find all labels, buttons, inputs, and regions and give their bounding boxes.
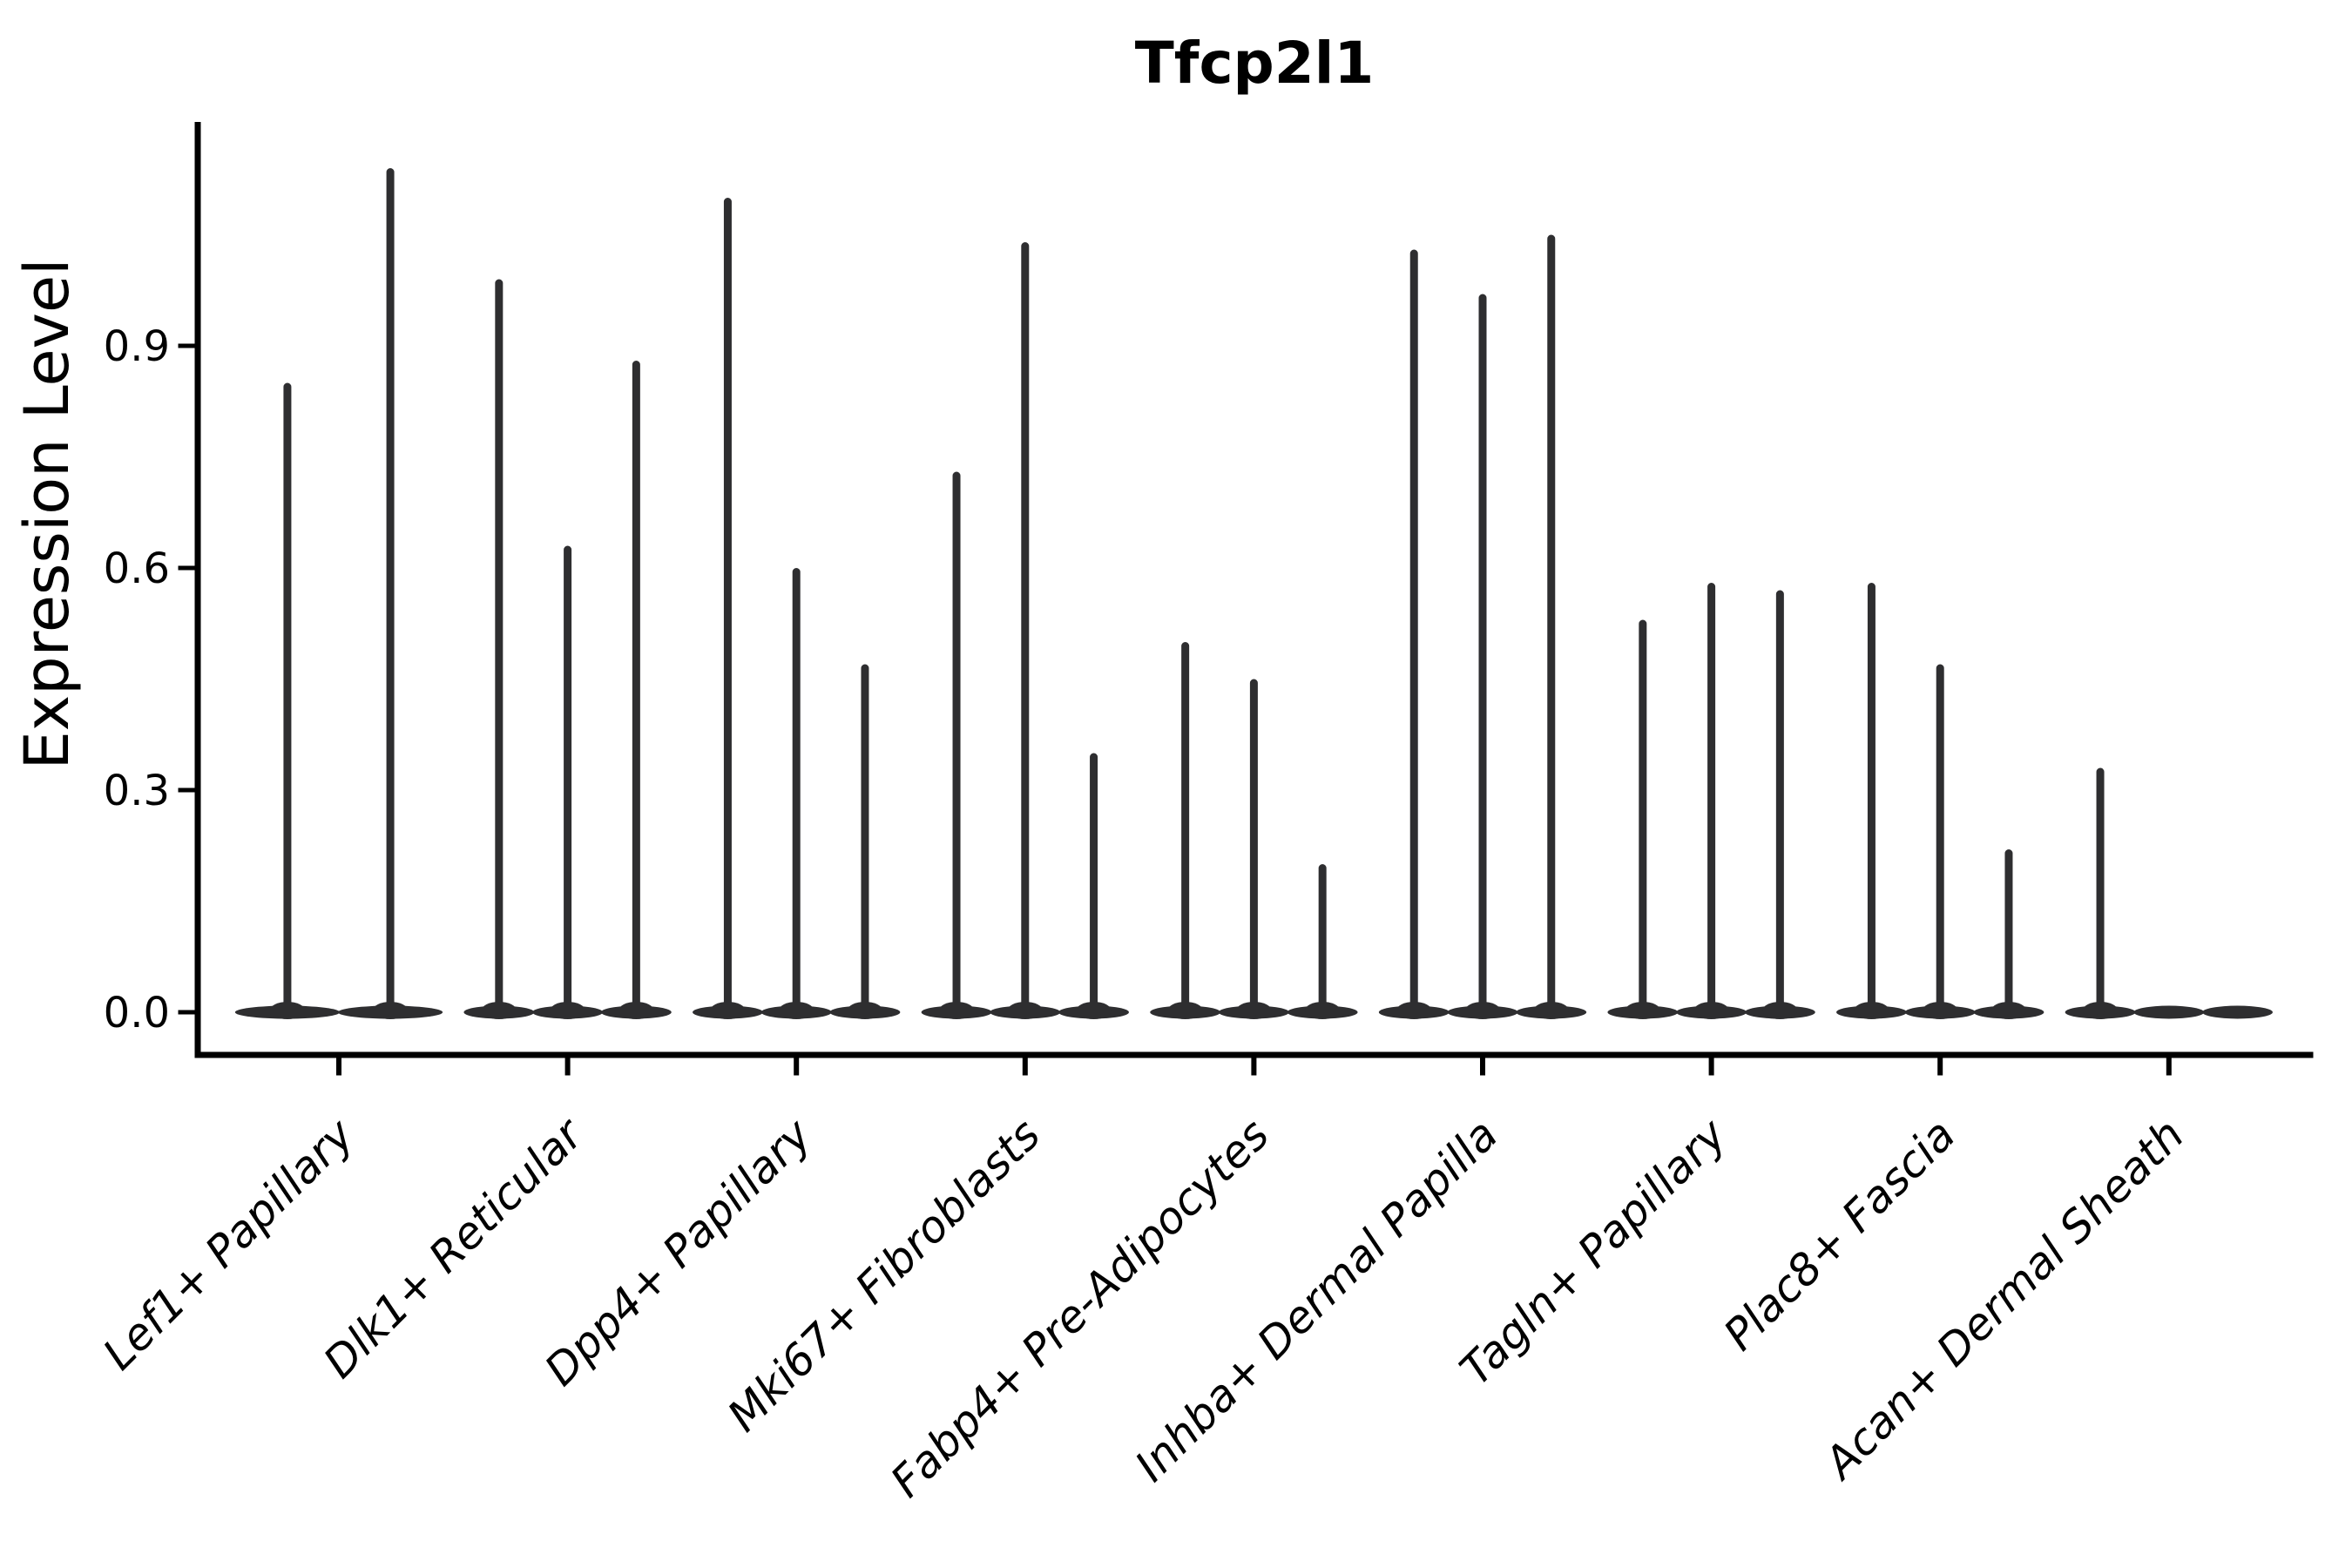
violin-spike: [632, 361, 640, 1016]
y-tick-label: 0.6: [104, 544, 170, 593]
violin-spike: [792, 568, 801, 1016]
y-tick-label: 0.0: [104, 989, 170, 1037]
x-tick-mark: [1251, 1058, 1257, 1076]
violin-spike: [1775, 590, 1784, 1016]
x-tick-mark: [1022, 1058, 1028, 1076]
violin-group: [2065, 767, 2273, 1019]
y-tick-mark: [178, 343, 195, 348]
x-tick-mark: [1480, 1058, 1485, 1076]
violin-spike: [1936, 664, 1944, 1016]
y-tick-mark: [178, 1010, 195, 1015]
violin-spike: [2004, 849, 2013, 1016]
violin-group: [921, 242, 1129, 1019]
violin-spike: [1318, 864, 1327, 1016]
x-category-label: Fabp4+ Pre-Adipocytes: [881, 1109, 1279, 1507]
y-axis-label: Expression Level: [11, 258, 83, 769]
violin-spike: [861, 664, 869, 1016]
x-tick-mark: [794, 1058, 800, 1076]
y-tick-label: 0.9: [104, 322, 170, 371]
violin-group: [1607, 583, 1815, 1019]
violin-group: [1836, 583, 2044, 1019]
violin-group: [234, 168, 443, 1019]
x-category-label: Plac8+ Fascia: [1714, 1109, 1965, 1360]
y-tick-label: 0.3: [104, 767, 170, 815]
violin-spike: [386, 168, 395, 1016]
y-tick-mark: [178, 565, 195, 571]
x-axis-spine: [194, 1051, 2314, 1058]
plot-title: Tfcp2l1: [1135, 30, 1375, 97]
violin-spike: [1639, 619, 1647, 1016]
violin-spike: [1181, 642, 1190, 1016]
violin-group: [1378, 234, 1587, 1019]
violin-spike: [1090, 753, 1098, 1016]
x-tick-mark: [336, 1058, 341, 1076]
violin-spike: [1409, 249, 1418, 1016]
violin-spike: [283, 382, 292, 1016]
y-tick-mark: [178, 787, 195, 793]
x-tick-mark: [2166, 1058, 2172, 1076]
violin-group: [693, 198, 901, 1019]
violin-body: [2202, 1005, 2273, 1019]
x-category-label: Acan+ Dermal Sheath: [1813, 1109, 2193, 1490]
x-tick-mark: [1708, 1058, 1714, 1076]
violin-spike: [495, 279, 504, 1016]
violin-spike: [723, 198, 732, 1016]
violin-spike: [1249, 679, 1258, 1016]
violin-spike: [2096, 767, 2105, 1016]
x-category-label: Inhba+ Dermal Papilla: [1125, 1109, 1507, 1490]
violin-group: [463, 279, 672, 1019]
violin-spike: [1478, 294, 1487, 1016]
x-tick-mark: [564, 1058, 571, 1076]
violin-spike: [1867, 583, 1876, 1016]
violin-body: [2133, 1005, 2205, 1019]
violin-spike: [1547, 234, 1556, 1016]
x-tick-mark: [1937, 1058, 1943, 1076]
axes-layer: [178, 122, 2314, 1076]
violin-spike: [952, 471, 961, 1016]
violins-layer: [234, 168, 2273, 1019]
violin-spike: [1707, 583, 1716, 1016]
violin-group: [1150, 642, 1358, 1019]
x-category-label: Lef1+ Papillary: [93, 1108, 364, 1379]
violin-spike: [564, 545, 572, 1016]
y-axis-spine: [194, 122, 201, 1058]
violin-spike: [1021, 242, 1030, 1016]
